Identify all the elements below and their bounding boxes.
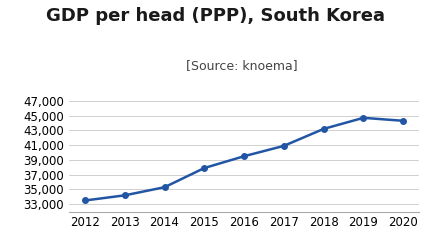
Text: GDP per head (PPP), South Korea: GDP per head (PPP), South Korea (47, 7, 385, 25)
Text: [Source: knoema]: [Source: knoema] (186, 59, 298, 72)
